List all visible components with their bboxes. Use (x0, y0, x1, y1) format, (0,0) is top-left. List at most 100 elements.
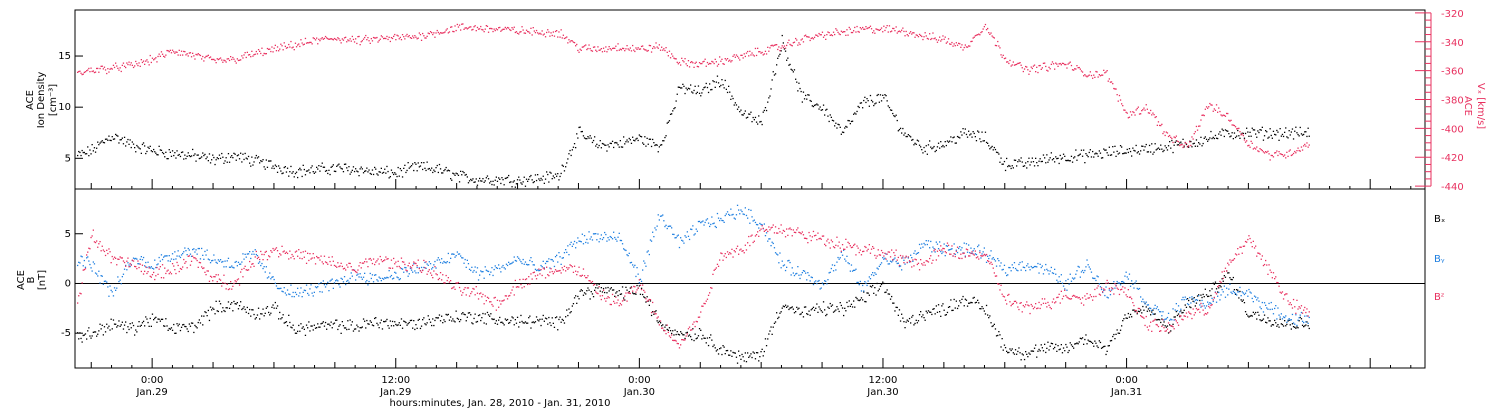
vx-point (390, 37, 393, 39)
density-point (1028, 157, 1030, 159)
by-point (371, 274, 374, 276)
bx-point (568, 308, 570, 310)
bz-point (413, 261, 415, 263)
density-point (710, 89, 712, 91)
by-point (407, 275, 409, 277)
density-point (1071, 161, 1074, 163)
bx-point (99, 323, 101, 325)
density-point (1250, 135, 1252, 137)
vx-point (142, 60, 145, 62)
density-point (1210, 130, 1212, 133)
bz-point (201, 266, 203, 268)
by-point (868, 276, 870, 278)
density-point (1195, 139, 1198, 141)
by-point (345, 283, 347, 286)
bx-point (422, 319, 424, 321)
bx-point (297, 330, 299, 332)
by-point (341, 278, 343, 280)
bx-point (1010, 349, 1012, 352)
bx-point (1260, 320, 1262, 322)
density-point (768, 97, 770, 99)
vx-point (123, 65, 126, 67)
density-point (591, 141, 594, 144)
bz-point (198, 261, 200, 264)
by-point (275, 285, 278, 287)
by-point (366, 279, 368, 282)
bx-point (107, 327, 109, 329)
by-point (863, 290, 865, 292)
vx-point (226, 58, 228, 60)
vx-point (851, 31, 854, 34)
vx-point (576, 43, 578, 46)
density-point (774, 73, 777, 75)
vx-point (1208, 106, 1210, 108)
by-point (648, 253, 650, 256)
by-point (1239, 286, 1241, 289)
bx-point (129, 323, 131, 325)
density-point (811, 105, 813, 107)
bx-point (624, 299, 626, 301)
by-point (423, 266, 425, 269)
by-point (194, 251, 196, 253)
vx-point (141, 61, 144, 64)
by-point (778, 262, 780, 264)
density-point (719, 86, 721, 88)
by-point (926, 243, 928, 246)
by-point (192, 248, 194, 251)
by-point (576, 242, 578, 244)
vx-point (1244, 141, 1247, 143)
vx-point (326, 37, 328, 39)
by-point (1202, 302, 1204, 305)
bx-point (329, 324, 331, 327)
by-point (1146, 304, 1148, 306)
bx-point (974, 302, 976, 304)
density-point (453, 173, 455, 175)
bx-point (167, 329, 169, 331)
vx-point (237, 59, 240, 62)
bx-point (1097, 346, 1099, 349)
bx-point (425, 324, 427, 326)
vx-point (1052, 63, 1055, 65)
density-point (351, 169, 353, 171)
bx-point (617, 294, 619, 297)
bx-point (261, 313, 263, 315)
density-point (797, 90, 799, 92)
density-point (1148, 144, 1151, 147)
bz-point (358, 265, 360, 267)
by-point (80, 255, 82, 257)
density-point (1036, 162, 1038, 164)
vx-point (112, 64, 115, 66)
bz-point (422, 269, 424, 272)
vx-point (259, 50, 261, 52)
bx-point (632, 292, 634, 294)
density-point (835, 122, 837, 124)
density-point (1194, 145, 1196, 147)
by-point (561, 257, 563, 259)
by-point (1027, 263, 1029, 265)
density-point (319, 170, 321, 172)
bx-point (543, 320, 545, 322)
density-point (1157, 147, 1160, 149)
density-point (1292, 138, 1295, 140)
bx-point (922, 314, 924, 316)
vx-point (483, 31, 485, 33)
density-point (479, 177, 481, 180)
by-point (1127, 278, 1129, 280)
vx-point (460, 29, 462, 31)
bx-point (145, 316, 147, 318)
by-point (203, 258, 205, 260)
by-point (845, 260, 847, 262)
bx-point (643, 296, 645, 298)
by-point (357, 273, 359, 275)
density-point (596, 143, 598, 145)
density-point (1123, 152, 1125, 155)
vx-point (952, 45, 954, 47)
bx-point (1092, 342, 1094, 344)
density-point (1096, 153, 1098, 155)
vx-point (1023, 68, 1026, 70)
bx-point (802, 316, 805, 318)
density-point (974, 136, 976, 138)
vx-point (337, 37, 339, 39)
bx-point (810, 309, 812, 311)
density-point (585, 138, 587, 140)
